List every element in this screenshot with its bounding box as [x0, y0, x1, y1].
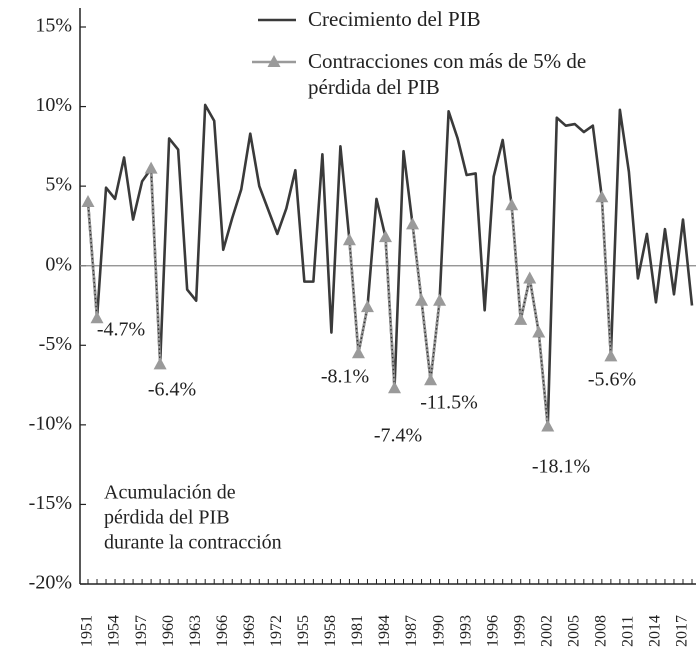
contraction-dots	[511, 205, 549, 427]
contraction-dots	[150, 168, 161, 365]
y-tick-label: -15%	[29, 492, 72, 514]
triangle-marker	[505, 198, 519, 211]
triangle-marker	[406, 217, 420, 230]
x-tick-label: 2008	[593, 615, 610, 647]
x-tick-label: 1951	[79, 615, 96, 647]
annotation: -7.4%	[374, 425, 422, 447]
annotation: -6.4%	[148, 379, 196, 401]
x-tick-label: 1984	[376, 615, 393, 647]
x-tick-label: 1963	[187, 615, 204, 647]
x-tick-label: 1981	[349, 615, 366, 647]
triangle-marker	[378, 230, 392, 243]
contraction-dots	[348, 240, 369, 354]
triangle-marker	[424, 373, 438, 386]
triangle-marker	[433, 293, 447, 306]
x-tick-label: 1957	[133, 615, 150, 647]
triangle-marker	[523, 271, 537, 284]
annotation: -18.1%	[532, 456, 590, 478]
triangle-marker	[532, 325, 546, 338]
x-tick-label: 1958	[322, 615, 339, 647]
note: Acumulación de	[104, 482, 236, 504]
x-tick-label: 1987	[403, 615, 420, 647]
legend-label: Crecimiento del PIB	[308, 7, 481, 31]
contraction-dots	[601, 197, 612, 357]
annotation: -5.6%	[588, 369, 636, 391]
x-tick-label: 1993	[457, 615, 474, 647]
y-tick-label: -20%	[29, 572, 72, 594]
x-tick-label: 1960	[160, 615, 177, 647]
x-tick-label: 1996	[484, 615, 501, 647]
y-tick-label: 15%	[35, 15, 72, 37]
triangle-marker	[388, 381, 402, 394]
x-tick-label: 1999	[511, 615, 528, 647]
annotation: -4.7%	[97, 319, 145, 341]
contraction-line	[510, 205, 550, 427]
triangle-marker	[153, 357, 167, 370]
contraction-line	[600, 197, 613, 357]
annotation: -8.1%	[321, 366, 369, 388]
x-tick-label: 1972	[268, 615, 285, 647]
y-tick-label: 0%	[45, 253, 72, 275]
x-tick-label: 2011	[620, 616, 637, 647]
triangle-marker	[81, 195, 95, 208]
legend-marker	[267, 55, 281, 67]
triangle-marker	[144, 161, 158, 174]
x-tick-label: 2002	[538, 615, 555, 647]
y-tick-label: 5%	[45, 174, 72, 196]
x-tick-label: 1954	[106, 615, 123, 647]
x-tick-label: 2017	[674, 615, 691, 647]
triangle-marker	[415, 293, 429, 306]
triangle-marker	[342, 233, 356, 246]
annotation: -11.5%	[420, 392, 478, 414]
x-tick-label: 2014	[647, 615, 664, 647]
legend-label: Contracciones con más de 5% de pérdida d…	[308, 49, 587, 99]
x-tick-label: 1969	[241, 615, 258, 647]
note: pérdida del PIB	[104, 507, 230, 529]
contraction-dots	[384, 237, 396, 389]
y-tick-label: -5%	[39, 333, 72, 355]
triangle-marker	[514, 312, 528, 325]
note: durante la contracción	[104, 532, 282, 554]
x-tick-label: 1966	[214, 615, 231, 647]
triangle-marker	[90, 311, 104, 324]
contraction-dots	[87, 202, 98, 319]
x-tick-label: 1990	[430, 615, 447, 647]
y-tick-label: -10%	[29, 412, 72, 434]
contraction-line	[348, 240, 369, 355]
triangle-marker	[360, 300, 374, 313]
triangle-marker	[595, 190, 609, 203]
x-tick-label: 1955	[295, 615, 312, 647]
triangle-marker	[604, 349, 618, 362]
x-tick-label: 2005	[565, 615, 582, 647]
contraction-dots	[411, 224, 441, 381]
triangle-marker	[541, 419, 555, 432]
y-tick-label: 10%	[35, 94, 72, 116]
triangle-marker	[351, 346, 365, 359]
